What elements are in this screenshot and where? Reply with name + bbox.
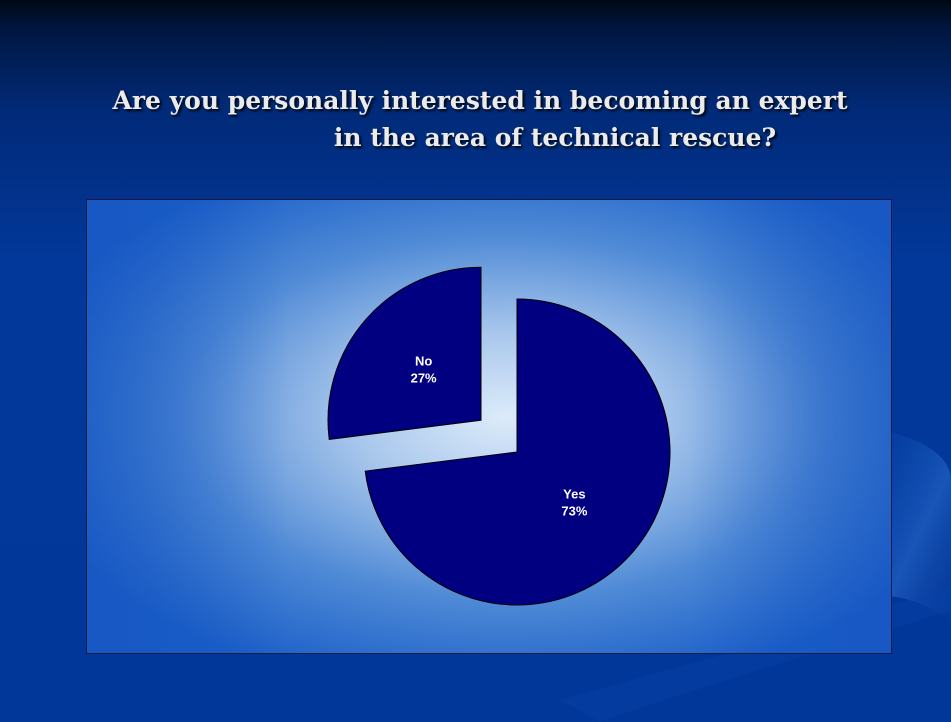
slide-title-line-2: in the area of technical rescue? bbox=[333, 123, 777, 152]
slide-title: Are you personally interested in becomin… bbox=[40, 82, 920, 156]
chart-frame: Yes 73% No 27% bbox=[86, 199, 892, 654]
pie-label-no-category: No bbox=[415, 354, 432, 369]
pie-label-no-percent: 27% bbox=[411, 371, 437, 386]
pie-slice-yes bbox=[364, 298, 671, 606]
pie-slice-no bbox=[327, 266, 482, 440]
pie-label-yes-category: Yes bbox=[563, 487, 585, 502]
pie-label-yes-percent: 73% bbox=[561, 504, 587, 519]
slide-title-line-1: Are you personally interested in becomin… bbox=[112, 86, 848, 115]
pie-chart: Yes 73% No 27% bbox=[87, 200, 891, 653]
